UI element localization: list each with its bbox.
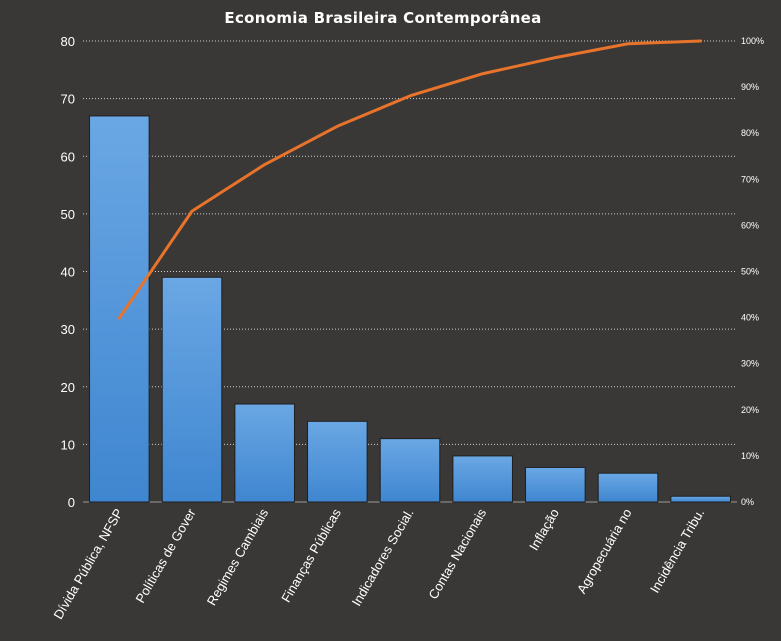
y-tick-label: 50 — [61, 207, 75, 222]
y-tick-label: 70 — [61, 92, 75, 107]
bar — [161, 276, 223, 503]
y2-tick-label: 40% — [741, 313, 759, 323]
y2-tick-label: 70% — [741, 174, 759, 184]
x-tick-label: Políticas de Gover — [132, 505, 198, 605]
y-tick-label: 40 — [61, 265, 75, 280]
y-tick-label: 0 — [68, 495, 75, 510]
bars — [89, 115, 731, 503]
y-tick-label: 30 — [61, 322, 75, 337]
x-tick-label: Finanças Públicas — [278, 506, 344, 605]
y2-tick-label: 20% — [741, 405, 759, 415]
y-axis-ticks: 0 10 20 30 40 50 60 70 80 — [61, 34, 75, 510]
y2-tick-label: 80% — [741, 128, 759, 138]
bar — [307, 420, 368, 503]
x-tick-label: Dívida Pública, NFSP — [50, 506, 125, 622]
bar — [379, 438, 441, 503]
bar — [452, 455, 513, 503]
cumulative-line — [117, 39, 703, 320]
y2-axis-ticks: 0% 10% 20% 30% 40% 50% 60% 70% 80% 90% 100% — [741, 36, 764, 507]
y2-tick-label: 50% — [741, 267, 759, 277]
y2-tick-label: 90% — [741, 82, 759, 92]
x-tick-label: Inflação — [526, 506, 562, 553]
y-tick-label: 80 — [61, 34, 75, 49]
x-tick-label: Regimes Cambiais — [204, 506, 272, 608]
bar — [597, 472, 659, 503]
y-tick-label: 60 — [61, 149, 75, 164]
x-axis-ticks: Dívida Pública, NFSP Políticas de Gover Re… — [50, 505, 707, 621]
x-tick-label: Contas Nacionais — [425, 506, 489, 602]
x-tick-label: Agropecuária no — [574, 506, 635, 596]
bar — [234, 403, 295, 503]
x-tick-label: Indicadores Social. — [349, 506, 417, 609]
chart-title: Economia Brasileira Contemporânea — [224, 9, 541, 27]
y2-tick-label: 10% — [741, 451, 759, 461]
bar — [670, 495, 731, 503]
y-tick-label: 10 — [61, 437, 75, 452]
x-tick-label: Incidência Tribu. — [647, 506, 707, 595]
bar — [89, 115, 150, 503]
y2-tick-label: 100% — [741, 36, 764, 46]
bar — [525, 466, 586, 503]
y2-tick-label: 30% — [741, 359, 759, 369]
y2-tick-label: 60% — [741, 220, 759, 230]
y2-tick-label: 0% — [741, 497, 754, 507]
y-tick-label: 20 — [61, 380, 75, 395]
cumulative-series-line — [117, 39, 703, 320]
